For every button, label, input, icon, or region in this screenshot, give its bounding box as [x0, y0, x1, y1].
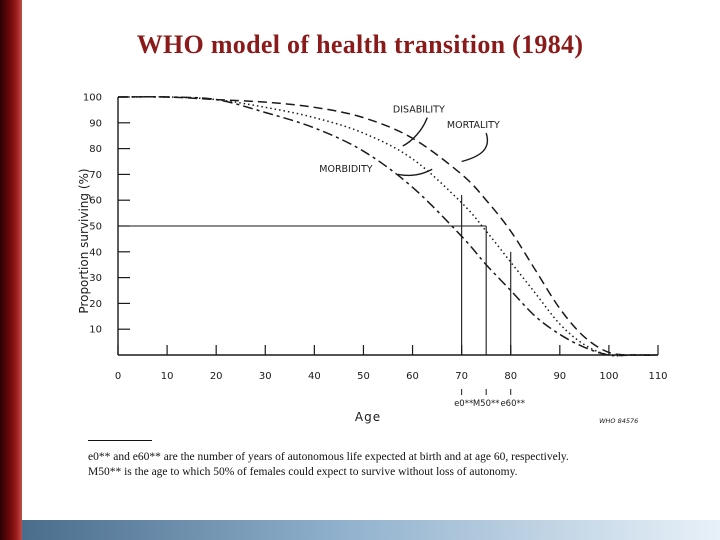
x-tick-label: 60 — [406, 371, 419, 382]
footnote-line-1: e0** and e60** are the number of years o… — [88, 451, 569, 463]
x-tick-label: 80 — [504, 371, 517, 382]
annotation-disability-pointer — [402, 117, 428, 147]
y-tick-label: 20 — [89, 299, 102, 310]
x-tick-label: 40 — [308, 371, 321, 382]
footnote: e0** and e60** are the number of years o… — [88, 450, 569, 480]
reference-label: M50** — [473, 399, 500, 409]
y-tick-label: 90 — [89, 118, 102, 129]
y-tick-label: 30 — [89, 273, 102, 284]
survival-chart: 0 10 20 30 40 50 60 70 80 90 100 110 10 20 30 40 50 60 70 8… — [77, 93, 668, 426]
reference-label: e60** — [500, 399, 525, 409]
x-tick-label: 110 — [648, 371, 667, 382]
footnote-line-2: M50** is the age to which 50% of females… — [88, 466, 518, 478]
x-tick-label: 70 — [455, 371, 468, 382]
x-tick-label: 20 — [210, 371, 223, 382]
x-tick-label: 0 — [115, 371, 121, 382]
side-decoration-bar — [0, 0, 22, 540]
y-tick-label: 100 — [83, 93, 102, 104]
source-code: WHO 84576 — [599, 417, 638, 425]
y-tick-label: 40 — [89, 247, 102, 258]
curve-disability — [117, 96, 658, 357]
x-axis-title: Age — [355, 410, 381, 424]
annotation-mortality-pointer — [461, 132, 489, 163]
x-tick-label: 100 — [599, 371, 618, 382]
annotation-disability: DISABILITY — [393, 104, 445, 115]
bottom-decoration-bar — [22, 520, 720, 540]
y-tick-label: 80 — [89, 144, 102, 155]
x-tick-label: 30 — [259, 371, 272, 382]
slide-title: WHO model of health transition (1984) — [136, 30, 584, 59]
x-tick-label: 10 — [161, 371, 174, 382]
y-tick-label: 70 — [89, 170, 102, 181]
curve-mortality — [117, 96, 659, 356]
y-tick-label: 60 — [89, 196, 102, 207]
curve-morbidity — [117, 96, 658, 357]
x-tick-label: 90 — [553, 371, 566, 382]
y-tick-label: 10 — [89, 325, 102, 336]
y-axis-title: Proportion surviving (%) — [77, 168, 91, 313]
reference-label: e0** — [454, 399, 473, 409]
y-tick-label: 50 — [89, 222, 102, 233]
annotation-mortality: MORTALITY — [447, 120, 500, 131]
annotation-morbidity-pointer — [397, 168, 433, 177]
x-tick-label: 50 — [357, 371, 370, 382]
annotation-morbidity: MORBIDITY — [319, 164, 373, 175]
footnote-rule — [88, 440, 152, 441]
